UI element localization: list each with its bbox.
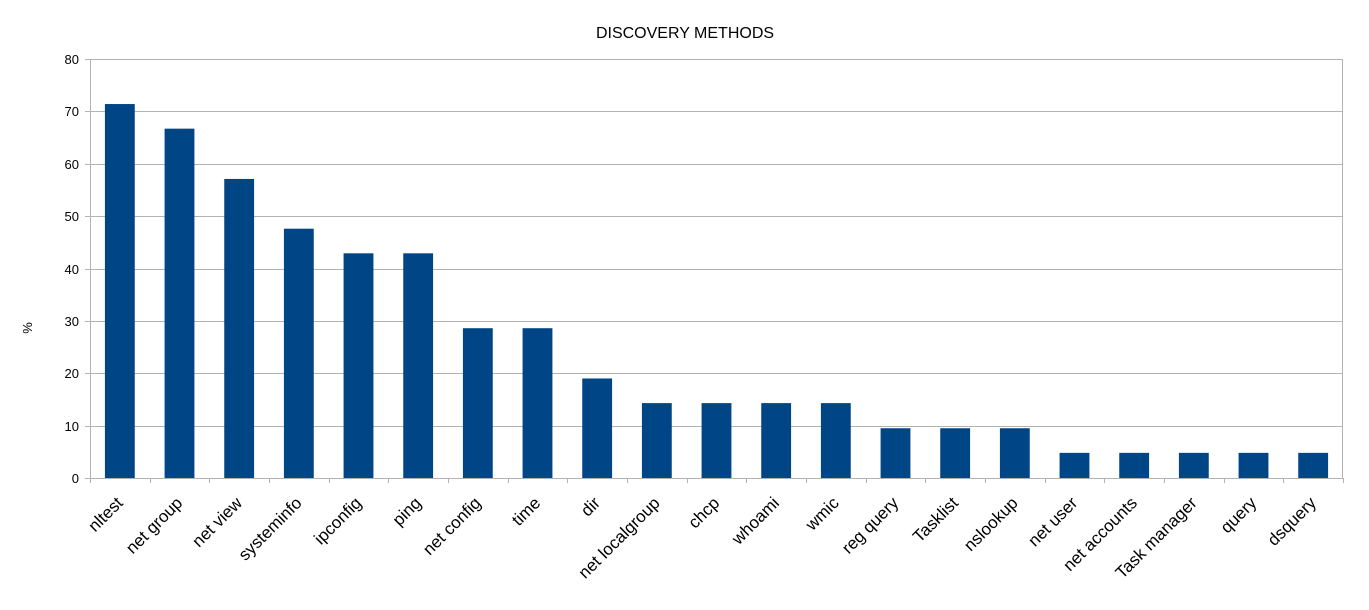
bar-systeminfo [283,228,314,478]
x-tick-label: systeminfo [235,493,306,564]
bar-nslookup [999,428,1030,478]
y-tick-label: 70 [65,104,79,119]
bar-chcp [701,403,732,478]
bar-ping [403,253,434,478]
y-tick-label: 20 [65,366,79,381]
bar-whoami [761,403,792,478]
bar-net-user [1059,452,1090,478]
bar-ipconfig [343,253,374,478]
bar-query [1238,452,1269,478]
x-tick-label: Tasklist [909,493,962,546]
y-tick-label: 40 [65,262,79,277]
bars [104,104,1329,478]
bar-task-manager [1178,452,1209,478]
x-tick-label: chcp [684,493,723,532]
y-tick-label: 80 [65,52,79,67]
x-tick-label: net user [1024,493,1081,550]
x-tick-label: net view [188,493,246,551]
y-tick-label: 10 [65,419,79,434]
x-tick-label: net group [122,493,186,557]
bar-net-accounts [1119,452,1150,478]
bar-nltest [104,104,135,478]
x-tick-label: wmic [801,493,843,535]
x-tick-label: dsquery [1264,493,1321,550]
y-tick-label: 0 [72,471,79,486]
x-tick-label: query [1217,493,1261,537]
bar-wmic [820,403,851,478]
y-tick-labels: 0 10 20 30 40 50 60 70 80 [65,52,79,486]
x-tick-label: nslookup [960,493,1022,555]
bar-net-view [224,178,255,478]
bar-dir [582,378,613,478]
bar-dsquery [1298,452,1329,478]
bar-net-config [462,328,493,478]
y-axis-label: % [20,322,35,334]
x-tick-label: dir [577,493,604,520]
x-tick-label: whoami [727,493,783,549]
bar-net-group [164,128,195,478]
bar-net-localgroup [641,403,672,478]
x-tick-label: ipconfig [310,493,365,548]
bar-reg-query [880,428,911,478]
x-tick-label: time [508,493,544,529]
x-tick-label: nltest [84,493,126,535]
chart-title: DISCOVERY METHODS [596,25,774,42]
y-tick-label: 50 [65,209,79,224]
bar-time [522,328,553,478]
y-tick-label: 60 [65,157,79,172]
x-tick-label: net config [419,493,485,559]
x-tick-label: ping [389,493,425,529]
y-tick-label: 30 [65,314,79,329]
bar-tasklist [940,428,971,478]
x-tick-label: reg query [838,493,903,558]
